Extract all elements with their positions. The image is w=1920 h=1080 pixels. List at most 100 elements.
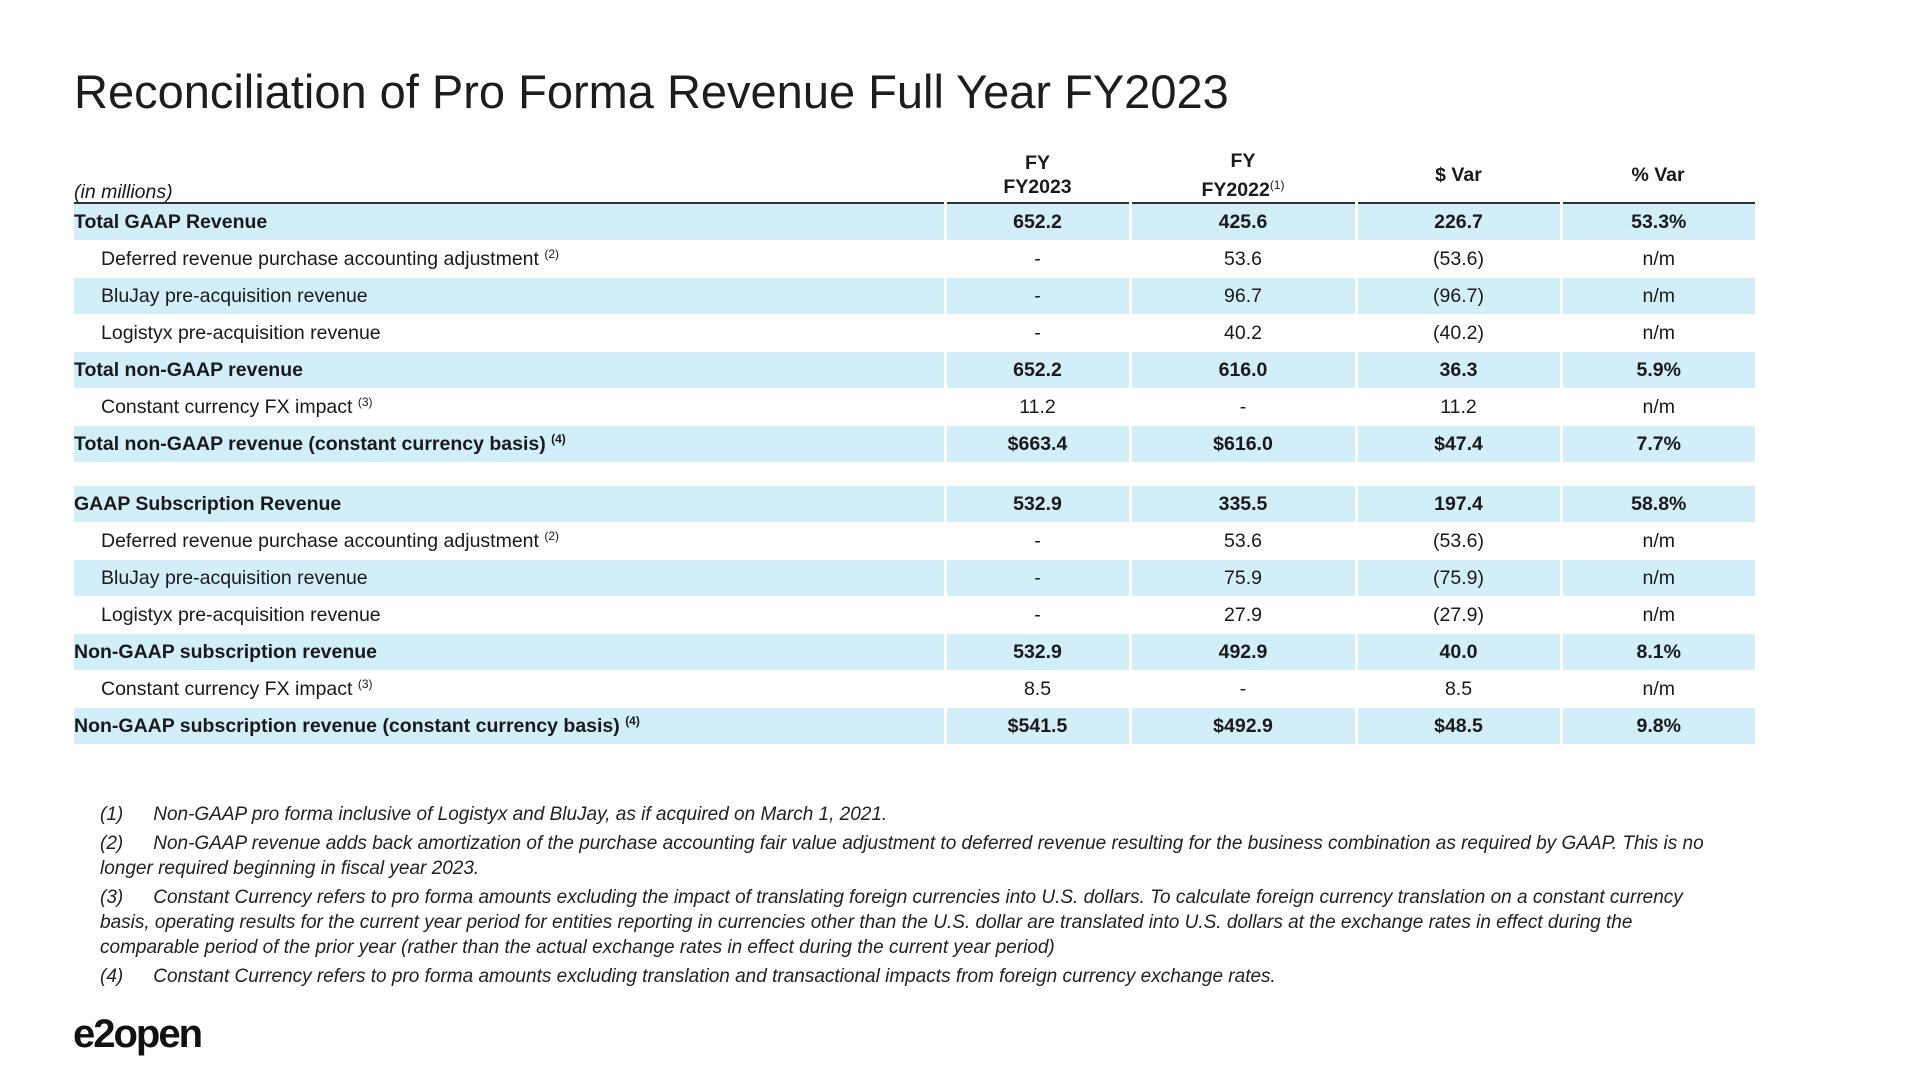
value-cell: (53.6) [1354,522,1561,560]
value-cell: 27.9 [1128,596,1356,634]
row-label: Non-GAAP subscription revenue (constant … [74,715,620,737]
column-header-line: FY [1025,152,1050,174]
footnote-marker: (1) [100,804,124,825]
row-label: Logistyx pre-acquisition revenue [101,603,381,626]
value-cell: 335.5 [1128,485,1356,523]
column-header-line: FY2022 [1201,178,1270,201]
row-note: (3) [357,677,373,691]
value-cell: n/m [1559,596,1755,634]
value-cell: - [1128,670,1356,708]
value-cell: - [943,559,1130,597]
table-row: BluJay pre-acquisition revenue -75.9 (75.9… [74,559,1755,597]
row-label-cell: Total non-GAAP revenue (constant currenc… [74,425,945,463]
value-cell: 492.9 [1128,633,1356,671]
row-label-cell: BluJay pre-acquisition revenue [74,277,945,315]
column-header-line: $ Var [1435,164,1482,186]
column-header: % Var [1561,148,1755,204]
table-row: Non-GAAP subscription revenue 532.9 492.9 4… [74,633,1755,671]
table-row: Total non-GAAP revenue 652.2 616.0 36.3 5.9% [74,351,1755,389]
row-label-cell: Logistyx pre-acquisition revenue [74,314,945,352]
footnote-text: Constant Currency refers to pro forma am… [153,966,1276,987]
value-cell: 5.9% [1559,351,1755,389]
footnote: (4) Constant Currency refers to pro forma… [100,964,1725,989]
row-note: (4) [551,432,566,446]
value-cell: 616.0 [1128,351,1356,389]
value-cell: n/m [1559,522,1755,560]
row-note: (4) [625,714,640,728]
value-cell: 36.3 [1354,351,1561,389]
row-label-cell: Logistyx pre-acquisition revenue [74,596,945,634]
row-label: Total non-GAAP revenue [74,358,303,381]
value-cell: 226.7 [1354,202,1561,241]
unit-note: (in millions) [74,148,945,204]
value-cell: - [943,277,1130,315]
value-cell: - [943,596,1130,634]
value-cell: $48.5 [1354,707,1561,745]
row-note: (3) [357,395,373,409]
value-cell: 8.5 [1354,670,1561,708]
row-label: Deferred revenue purchase accounting adj… [101,530,539,552]
column-header-line: % Var [1631,164,1685,186]
row-label: Logistyx pre-acquisition revenue [101,321,381,344]
footnote-text: Non-GAAP revenue adds back amortization … [100,833,1704,879]
table-row: Constant currency FX impact (3) 8.5-8.5 n/… [74,670,1755,708]
value-cell: 197.4 [1354,485,1561,523]
row-label: BluJay pre-acquisition revenue [101,566,368,589]
table-row: Logistyx pre-acquisition revenue -40.2 (40… [74,314,1755,352]
header-row: (in millions) FY FY2023 FY FY2022(1) $ Var % … [74,148,1755,204]
table-row: Deferred revenue purchase accounting adj… [74,240,1755,278]
row-label: Deferred revenue purchase accounting adj… [101,248,539,270]
row-label: Constant currency FX impact [101,396,353,418]
table-row: Constant currency FX impact (3) 11.2-11.2… [74,388,1755,426]
value-cell: 53.3% [1559,202,1755,241]
table-row: Non-GAAP subscription revenue (constant … [74,707,1755,745]
table-row: BluJay pre-acquisition revenue -96.7 (96.7… [74,277,1755,315]
footnote-text: Constant Currency refers to pro forma am… [100,887,1683,958]
value-cell: (53.6) [1354,240,1561,278]
row-label: Total GAAP Revenue [74,210,268,233]
table-row: Logistyx pre-acquisition revenue -27.9 (27… [74,596,1755,634]
reconciliation-table: (in millions) FY FY2023 FY FY2022(1) $ Var % … [74,148,1755,745]
value-cell: (75.9) [1354,559,1561,597]
value-cell: n/m [1559,277,1755,315]
value-cell: n/m [1559,388,1755,426]
table-row: GAAP Subscription Revenue 532.9 335.5 197.4… [74,485,1755,523]
row-label-cell: Total non-GAAP revenue [74,351,945,389]
column-note: (1) [1269,177,1285,192]
table-row: Total GAAP Revenue 652.2 425.6 226.7 53.3% [74,202,1755,241]
value-cell: $663.4 [943,425,1130,463]
footnotes: (1) Non-GAAP pro forma inclusive of Logis… [100,802,1725,993]
value-cell: - [943,522,1130,560]
value-cell: 8.5 [943,670,1130,708]
row-note: (2) [544,247,560,261]
value-cell: 652.2 [943,202,1130,241]
value-cell: 58.8% [1559,485,1755,523]
value-cell: (96.7) [1354,277,1561,315]
row-label-cell: Constant currency FX impact (3) [74,670,945,708]
column-header: $ Var [1356,148,1561,204]
row-label-cell: Total GAAP Revenue [74,202,945,241]
title: Reconciliation of Pro Forma Revenue Full… [74,65,1229,118]
value-cell: 532.9 [943,633,1130,671]
value-cell: 75.9 [1128,559,1356,597]
row-note: (2) [544,529,560,543]
row-label-cell: Deferred revenue purchase accounting adj… [74,240,945,278]
value-cell: 7.7% [1559,425,1755,463]
value-cell: 9.8% [1559,707,1755,745]
value-cell: $616.0 [1128,425,1356,463]
row-label-cell: Constant currency FX impact (3) [74,388,945,426]
value-cell: 532.9 [943,485,1130,523]
column-header-line: FY2023 [1003,176,1072,198]
section-spacer [74,463,1755,486]
footnote-marker: (3) [100,887,124,908]
column-header: FY FY2023 [945,148,1130,204]
value-cell: $47.4 [1354,425,1561,463]
row-label: Total non-GAAP revenue (constant currenc… [74,433,546,455]
value-cell: $492.9 [1128,707,1356,745]
table-row: Total non-GAAP revenue (constant currenc… [74,425,1755,463]
table-row: Deferred revenue purchase accounting adj… [74,522,1755,560]
value-cell: 11.2 [943,388,1130,426]
row-label-cell: Deferred revenue purchase accounting adj… [74,522,945,560]
value-cell: - [1128,388,1356,426]
